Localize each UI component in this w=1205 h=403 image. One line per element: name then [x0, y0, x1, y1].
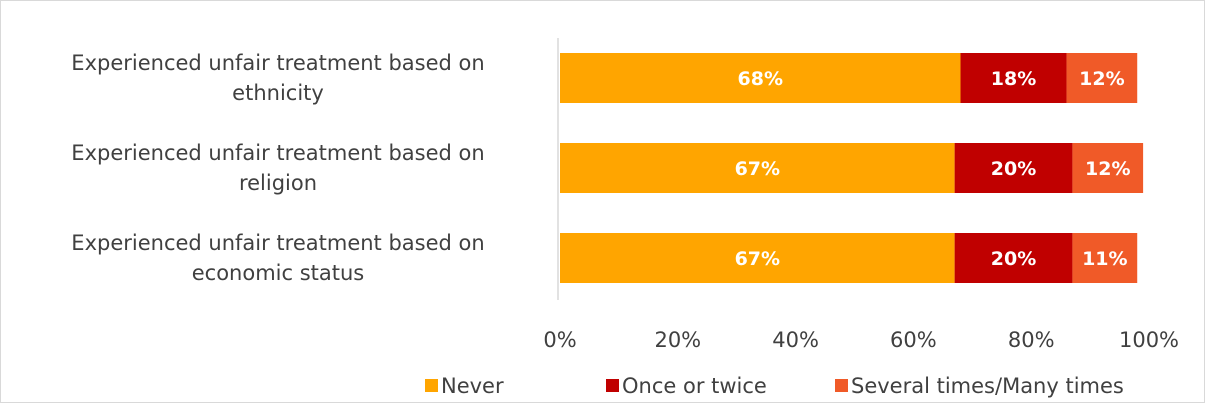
x-tick-label: 100%: [1119, 328, 1179, 352]
legend-swatch: [835, 379, 848, 392]
category-label: Experienced unfair treatment based on: [71, 51, 484, 75]
legend-label: Once or twice: [622, 374, 767, 398]
bar-2-series-1: [560, 143, 955, 193]
category-label: Experienced unfair treatment based on: [71, 141, 484, 165]
category-label: ethnicity: [232, 81, 324, 105]
legend-label: Several times/Many times: [851, 374, 1124, 398]
data-label: 11%: [1082, 248, 1127, 270]
bar-2-series-3: [1072, 143, 1144, 193]
bar-2-series-2: [954, 143, 1073, 193]
data-label: 20%: [991, 248, 1036, 270]
bar-1-series-2: [960, 53, 1067, 103]
data-label: 67%: [735, 158, 780, 180]
legend-swatch: [425, 379, 438, 392]
bar-3-series-1: [560, 233, 955, 283]
bar-3-series-3: [1072, 233, 1138, 283]
category-label: economic status: [192, 261, 365, 285]
x-tick-label: 60%: [890, 328, 937, 352]
x-tick-label: 40%: [772, 328, 819, 352]
x-tick-label: 20%: [654, 328, 701, 352]
data-label: 67%: [735, 248, 780, 270]
bar-3-series-2: [954, 233, 1073, 283]
x-tick-label: 0%: [543, 328, 576, 352]
data-label: 12%: [1085, 158, 1130, 180]
data-label: 18%: [991, 68, 1036, 90]
legend-swatch: [606, 379, 619, 392]
data-label: 12%: [1079, 68, 1124, 90]
data-label: 20%: [991, 158, 1036, 180]
bar-1-series-1: [560, 53, 961, 103]
category-label: Experienced unfair treatment based on: [71, 231, 484, 255]
category-label: religion: [239, 171, 317, 195]
bar-1-series-3: [1066, 53, 1138, 103]
x-tick-label: 80%: [1008, 328, 1055, 352]
data-label: 68%: [738, 68, 783, 90]
legend-label: Never: [441, 374, 504, 398]
